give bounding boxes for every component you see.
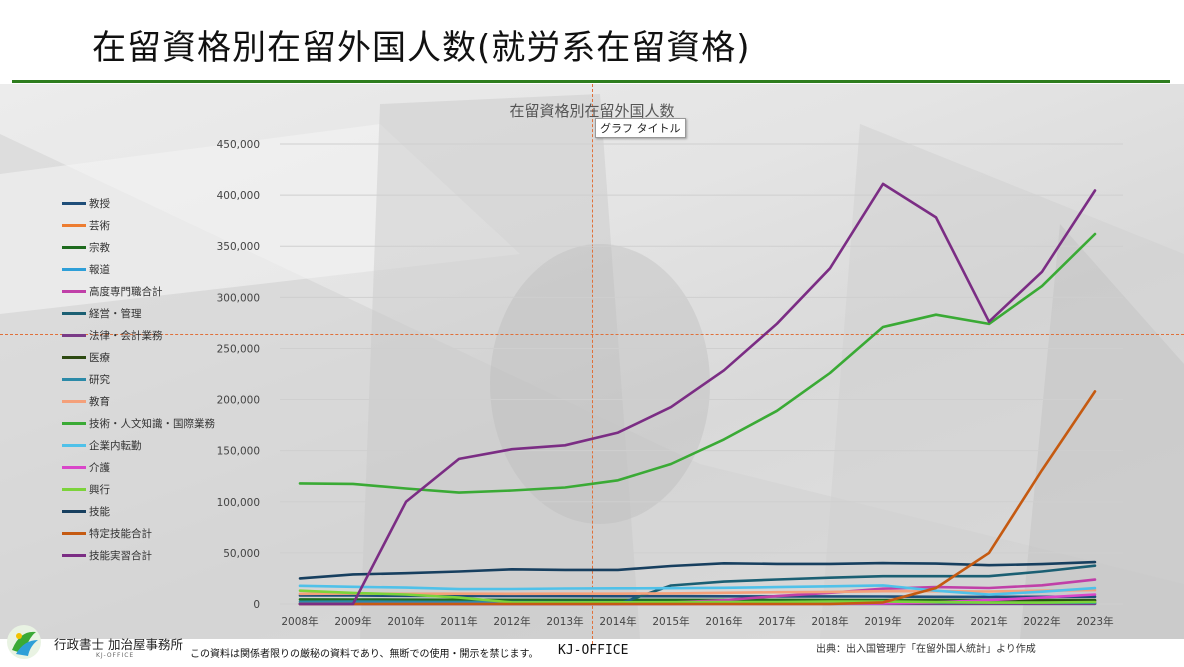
legend-item: 興行 [62,479,215,501]
legend-label: 芸術 [89,219,110,232]
legend-label: 法律・会計業務 [89,329,163,342]
series-line [298,182,1097,606]
x-tick-label: 2010年 [387,615,424,628]
legend-swatch [62,466,86,470]
legend-item: 経営・管理 [62,302,215,324]
legend-swatch [62,444,86,448]
legend-item: 報道 [62,258,215,280]
series-line [298,589,1097,604]
x-tick-label: 2017年 [758,615,795,628]
company-name: 行政書士 加治屋事務所 [54,637,183,652]
legend-item: 宗教 [62,236,215,258]
legend-swatch [62,201,86,205]
legend-swatch [62,245,86,249]
slide-title: 在留資格別在留外国人数(就労系在留資格) [92,28,751,68]
x-tick-label: 2020年 [917,615,954,628]
chart-title: 在留資格別在留外国人数 [509,102,675,120]
legend-item: 教授 [62,192,215,214]
legend-swatch [62,421,86,425]
legend-item: 医療 [62,346,215,368]
legend-item: 研究 [62,368,215,390]
chart-legend: 教授芸術宗教報道高度専門職合計 経営・管理法律・会計業務 医療研究教育技術・人文知識… [62,192,215,567]
legend-label: 経営・管理 [89,307,142,320]
legend-label: 医療 [89,351,110,364]
legend-label: 興行 [89,484,110,497]
legend-item: 教育 [62,390,215,412]
company-logo-icon [7,625,41,659]
series-line [298,564,1097,606]
x-tick-label: 2022年 [1023,615,1060,628]
legend-label: 特定技能合計 [89,528,152,541]
legend-swatch [62,377,86,381]
x-tick-label: 2014年 [599,615,636,628]
background-photo-shapes [0,94,1184,639]
legend-label: 研究 [89,373,110,386]
legend-swatch [62,289,86,293]
legend-label: 教育 [89,395,110,408]
series-line [298,560,1097,580]
legend-label: 技能 [89,506,110,519]
y-tick-label: 100,000 [217,497,260,509]
y-tick-label: 350,000 [217,241,260,253]
legend-item: 技能 [62,501,215,523]
series-line [298,390,1097,606]
y-tick-label: 150,000 [217,446,260,458]
legend-swatch [62,399,86,403]
legend-swatch [62,267,86,271]
legend-label: 宗教 [89,241,110,254]
legend-swatch [62,510,86,514]
x-tick-label: 2009年 [334,615,371,628]
legend-swatch [62,554,86,558]
legend-label: 高度専門職合計 [89,285,163,298]
legend-item: 技術・人文知識・国際業務 [62,412,215,434]
legend-swatch [62,223,86,227]
y-tick-label: 200,000 [217,395,260,407]
legend-item: 企業内転勤 [62,435,215,457]
y-tick-label: 400,000 [217,190,260,202]
y-tick-label: 450,000 [217,139,260,151]
legend-label: 教授 [89,197,110,210]
legend-item: 技能実習合計 [62,545,215,567]
x-tick-label: 2018年 [811,615,848,628]
legend-swatch [62,532,86,536]
x-tick-label: 2013年 [546,615,583,628]
brand-mark: KJ-OFFICE [558,643,629,658]
legend-item: 高度専門職合計 [62,280,215,302]
legend-label: 技能実習合計 [89,550,152,563]
y-tick-label: 0 [253,599,260,611]
chart-title-tooltip: グラフ タイトル [595,118,686,138]
x-tick-label: 2023年 [1076,615,1113,628]
legend-label: 技術・人文知識・国際業務 [89,417,215,430]
x-tick-label: 2016年 [705,615,742,628]
x-tick-label: 2021年 [970,615,1007,628]
vertical-guide-line [592,84,593,644]
legend-swatch [62,355,86,359]
y-tick-label: 50,000 [223,548,260,560]
data-source: 出典：出入国管理庁「在留外国人統計」より作成 [816,644,1036,655]
confidential-notice: この資料は関係者限りの厳秘の資料であり、無断での使用・開示を禁じます。 [190,649,539,660]
legend-label: 企業内転勤 [89,440,142,453]
legend-swatch [62,311,86,315]
legend-item: 芸術 [62,214,215,236]
x-tick-label: 2019年 [864,615,901,628]
title-divider [12,80,1170,83]
series-line [298,584,1097,596]
legend-swatch [62,488,86,492]
company-sub: KJ-OFFICE [96,652,135,659]
legend-swatch [62,333,86,337]
x-tick-label: 2012年 [493,615,530,628]
legend-label: 介護 [89,462,110,475]
horizontal-guide-line [0,334,1184,335]
y-tick-label: 300,000 [217,292,260,304]
x-tick-label: 2015年 [652,615,689,628]
series-line [298,232,1097,494]
legend-label: 報道 [89,263,110,276]
x-tick-label: 2011年 [440,615,477,628]
legend-item: 特定技能合計 [62,523,215,545]
y-tick-label: 250,000 [217,343,260,355]
legend-item: 法律・会計業務 [62,324,215,346]
x-tick-label: 2008年 [281,615,318,628]
legend-item: 介護 [62,457,215,479]
